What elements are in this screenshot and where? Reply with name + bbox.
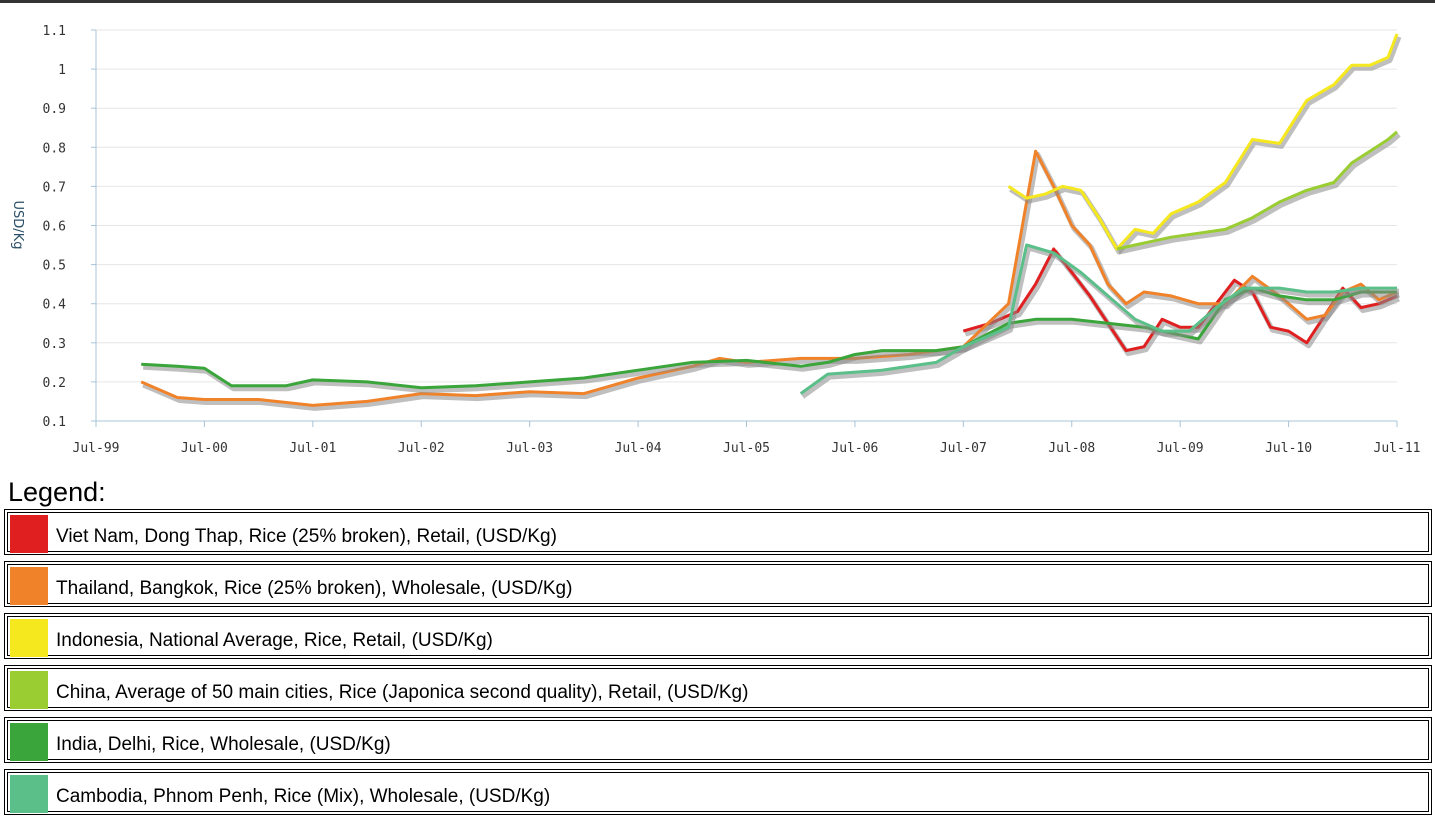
x-tick-label: Jul-05 xyxy=(723,441,770,456)
legend-item-frame: Indonesia, National Average, Rice, Retai… xyxy=(7,616,1429,657)
legend: Viet Nam, Dong Thap, Rice (25% broken), … xyxy=(4,509,1432,821)
legend-swatch xyxy=(10,671,48,709)
y-tick-label: 0.2 xyxy=(43,376,66,391)
y-tick-label: 0.8 xyxy=(43,141,66,156)
y-tick-label: 0.3 xyxy=(43,337,66,352)
line-chart: 0.10.20.30.40.50.60.70.80.911.1 Jul-99 Ju… xyxy=(10,24,1421,456)
legend-swatch xyxy=(10,723,48,761)
series-3 xyxy=(1007,33,1402,255)
legend-item: Indonesia, National Average, Rice, Retai… xyxy=(4,613,1432,659)
y-tick-label: 0.5 xyxy=(43,259,66,274)
legend-title: Legend: xyxy=(8,477,106,507)
x-tick-label: Jul-09 xyxy=(1157,441,1204,456)
series-shadow xyxy=(1009,36,1402,255)
x-tick-label: Jul-02 xyxy=(398,441,445,456)
y-tick-label: 0.1 xyxy=(43,415,66,430)
legend-label: China, Average of 50 main cities, Rice (… xyxy=(56,682,749,703)
legend-item: Cambodia, Phnom Penh, Rice (Mix), Wholes… xyxy=(4,769,1432,815)
x-tick-label: Jul-06 xyxy=(831,441,878,456)
y-tick-label: 0.9 xyxy=(43,102,66,117)
legend-item-frame: Viet Nam, Dong Thap, Rice (25% broken), … xyxy=(7,512,1429,553)
legend-item: India, Delhi, Rice, Wholesale, (USD/Kg) xyxy=(4,717,1432,763)
series-lines xyxy=(140,33,1402,411)
top-rule xyxy=(0,0,1435,3)
legend-swatch xyxy=(10,515,48,553)
x-tick-label: Jul-01 xyxy=(289,441,336,456)
legend-label: India, Delhi, Rice, Wholesale, (USD/Kg) xyxy=(56,734,391,755)
legend-label: Thailand, Bangkok, Rice (25% broken), Wh… xyxy=(56,578,573,599)
chart-axes xyxy=(91,29,1398,427)
legend-item-frame: Thailand, Bangkok, Rice (25% broken), Wh… xyxy=(7,564,1429,605)
y-tick-label: 0.4 xyxy=(43,298,67,313)
legend-swatch xyxy=(10,619,48,657)
y-tick-label: 1.1 xyxy=(43,24,66,39)
series-line xyxy=(1007,33,1399,251)
series-4 xyxy=(1116,130,1401,255)
legend-item-frame: India, Delhi, Rice, Wholesale, (USD/Kg) xyxy=(7,720,1429,761)
x-tick-label: Jul-10 xyxy=(1265,441,1312,456)
x-tick-labels: Jul-99 Jul-00 Jul-01 Jul-02 Jul-03 Jul-04 Jul-… xyxy=(73,441,1421,456)
series-line xyxy=(1116,130,1398,251)
legend-label: Viet Nam, Dong Thap, Rice (25% broken), … xyxy=(56,526,557,547)
legend-item: Thailand, Bangkok, Rice (25% broken), Wh… xyxy=(4,561,1432,607)
x-tick-label: Jul-03 xyxy=(506,441,553,456)
x-tick-label: Jul-99 xyxy=(73,441,120,456)
x-tick-label: Jul-04 xyxy=(615,441,662,456)
legend-swatch xyxy=(10,775,48,813)
x-tick-label: Jul-07 xyxy=(940,441,987,456)
series-6 xyxy=(799,243,1399,399)
legend-label: Indonesia, National Average, Rice, Retai… xyxy=(56,630,493,651)
x-tick-label: Jul-08 xyxy=(1048,441,1095,456)
y-tick-label: 1 xyxy=(58,63,66,78)
x-tick-label: Jul-00 xyxy=(181,441,228,456)
y-axis-label: USD/Kg xyxy=(10,201,25,250)
legend-item: China, Average of 50 main cities, Rice (… xyxy=(4,665,1432,711)
legend-item-frame: China, Average of 50 main cities, Rice (… xyxy=(7,668,1429,709)
series-shadow xyxy=(1118,132,1401,255)
series-2 xyxy=(140,149,1400,411)
y-tick-label: 0.6 xyxy=(43,220,66,235)
legend-swatch xyxy=(10,567,48,605)
x-tick-label: Jul-11 xyxy=(1374,441,1421,456)
y-tick-labels: 0.1 0.2 0.3 0.4 0.5 0.6 0.7 0.8 0.9 1 1.1 xyxy=(43,24,67,430)
legend-item: Viet Nam, Dong Thap, Rice (25% broken), … xyxy=(4,509,1432,555)
y-tick-label: 0.7 xyxy=(43,180,66,195)
legend-label: Cambodia, Phnom Penh, Rice (Mix), Wholes… xyxy=(56,786,551,807)
legend-item-frame: Cambodia, Phnom Penh, Rice (Mix), Wholes… xyxy=(7,772,1429,813)
series-line xyxy=(799,243,1397,395)
